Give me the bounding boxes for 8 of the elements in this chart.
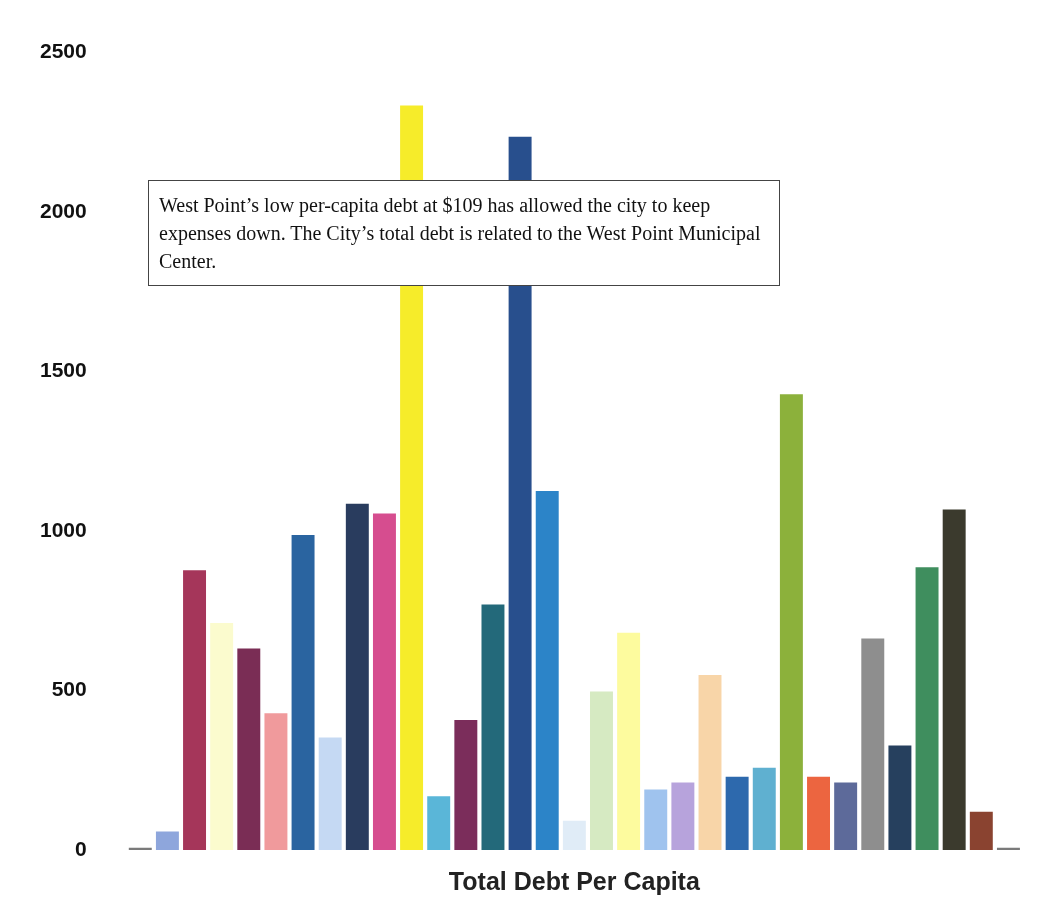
y-tick-label: 500 [51,677,87,701]
y-tick-label: 2500 [40,39,87,63]
y-tick-label: 1000 [40,517,87,541]
y-tick-label: 2000 [40,198,87,222]
y-tick-label: 0 [75,836,87,860]
annotation: West Point’s low per-capita debt at $109 has allowed the city to keep expenses down. The City’s total debt is related to the West Point Municipal Center. [148,180,780,286]
y-tick-label: 1500 [40,358,87,382]
x-axis-title: Total Debt Per Capita [448,866,701,895]
